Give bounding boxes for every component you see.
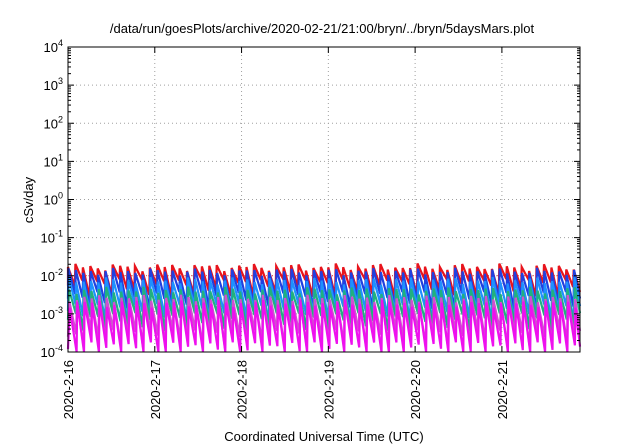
y-tick-label: 10-3 bbox=[41, 305, 63, 322]
series-line-2 bbox=[66, 267, 582, 311]
x-axis-label: Coordinated Universal Time (UTC) bbox=[224, 429, 423, 444]
chart-title: /data/run/goesPlots/archive/2020-02-21/2… bbox=[110, 21, 535, 36]
y-tick-label: 10-1 bbox=[41, 229, 63, 246]
x-tick-label: 2020-2-18 bbox=[235, 360, 250, 419]
series-line-3 bbox=[66, 276, 582, 323]
y-tick-label: 10-4 bbox=[41, 343, 63, 360]
x-tick-label: 2020-2-21 bbox=[495, 360, 510, 419]
y-tick-label: 104 bbox=[44, 38, 63, 55]
series-group bbox=[66, 261, 582, 353]
x-tick-label: 2020-2-20 bbox=[408, 360, 423, 419]
y-axis: 10-4 10-3 10-2 10-1 100 101 102 103 104 bbox=[41, 38, 580, 360]
series-line-5 bbox=[66, 294, 582, 349]
series-line-6 bbox=[66, 299, 582, 353]
x-tick-label: 2020-2-17 bbox=[148, 360, 163, 419]
y-tick-label: 103 bbox=[44, 76, 63, 93]
y-tick-label: 10-2 bbox=[41, 267, 63, 284]
y-tick-label: 101 bbox=[44, 152, 63, 169]
series-line-1 bbox=[66, 261, 582, 298]
x-axis: 2020-2-16 2020-2-17 2020-2-18 2020-2-19 2020… bbox=[61, 47, 510, 419]
y-tick-label: 102 bbox=[44, 114, 63, 131]
x-tick-label: 2020-2-16 bbox=[61, 360, 76, 419]
series-line-4 bbox=[66, 286, 582, 332]
y-tick-label: 100 bbox=[44, 191, 63, 208]
y-axis-label: cSv/day bbox=[21, 176, 36, 223]
x-tick-label: 2020-2-19 bbox=[321, 360, 336, 419]
